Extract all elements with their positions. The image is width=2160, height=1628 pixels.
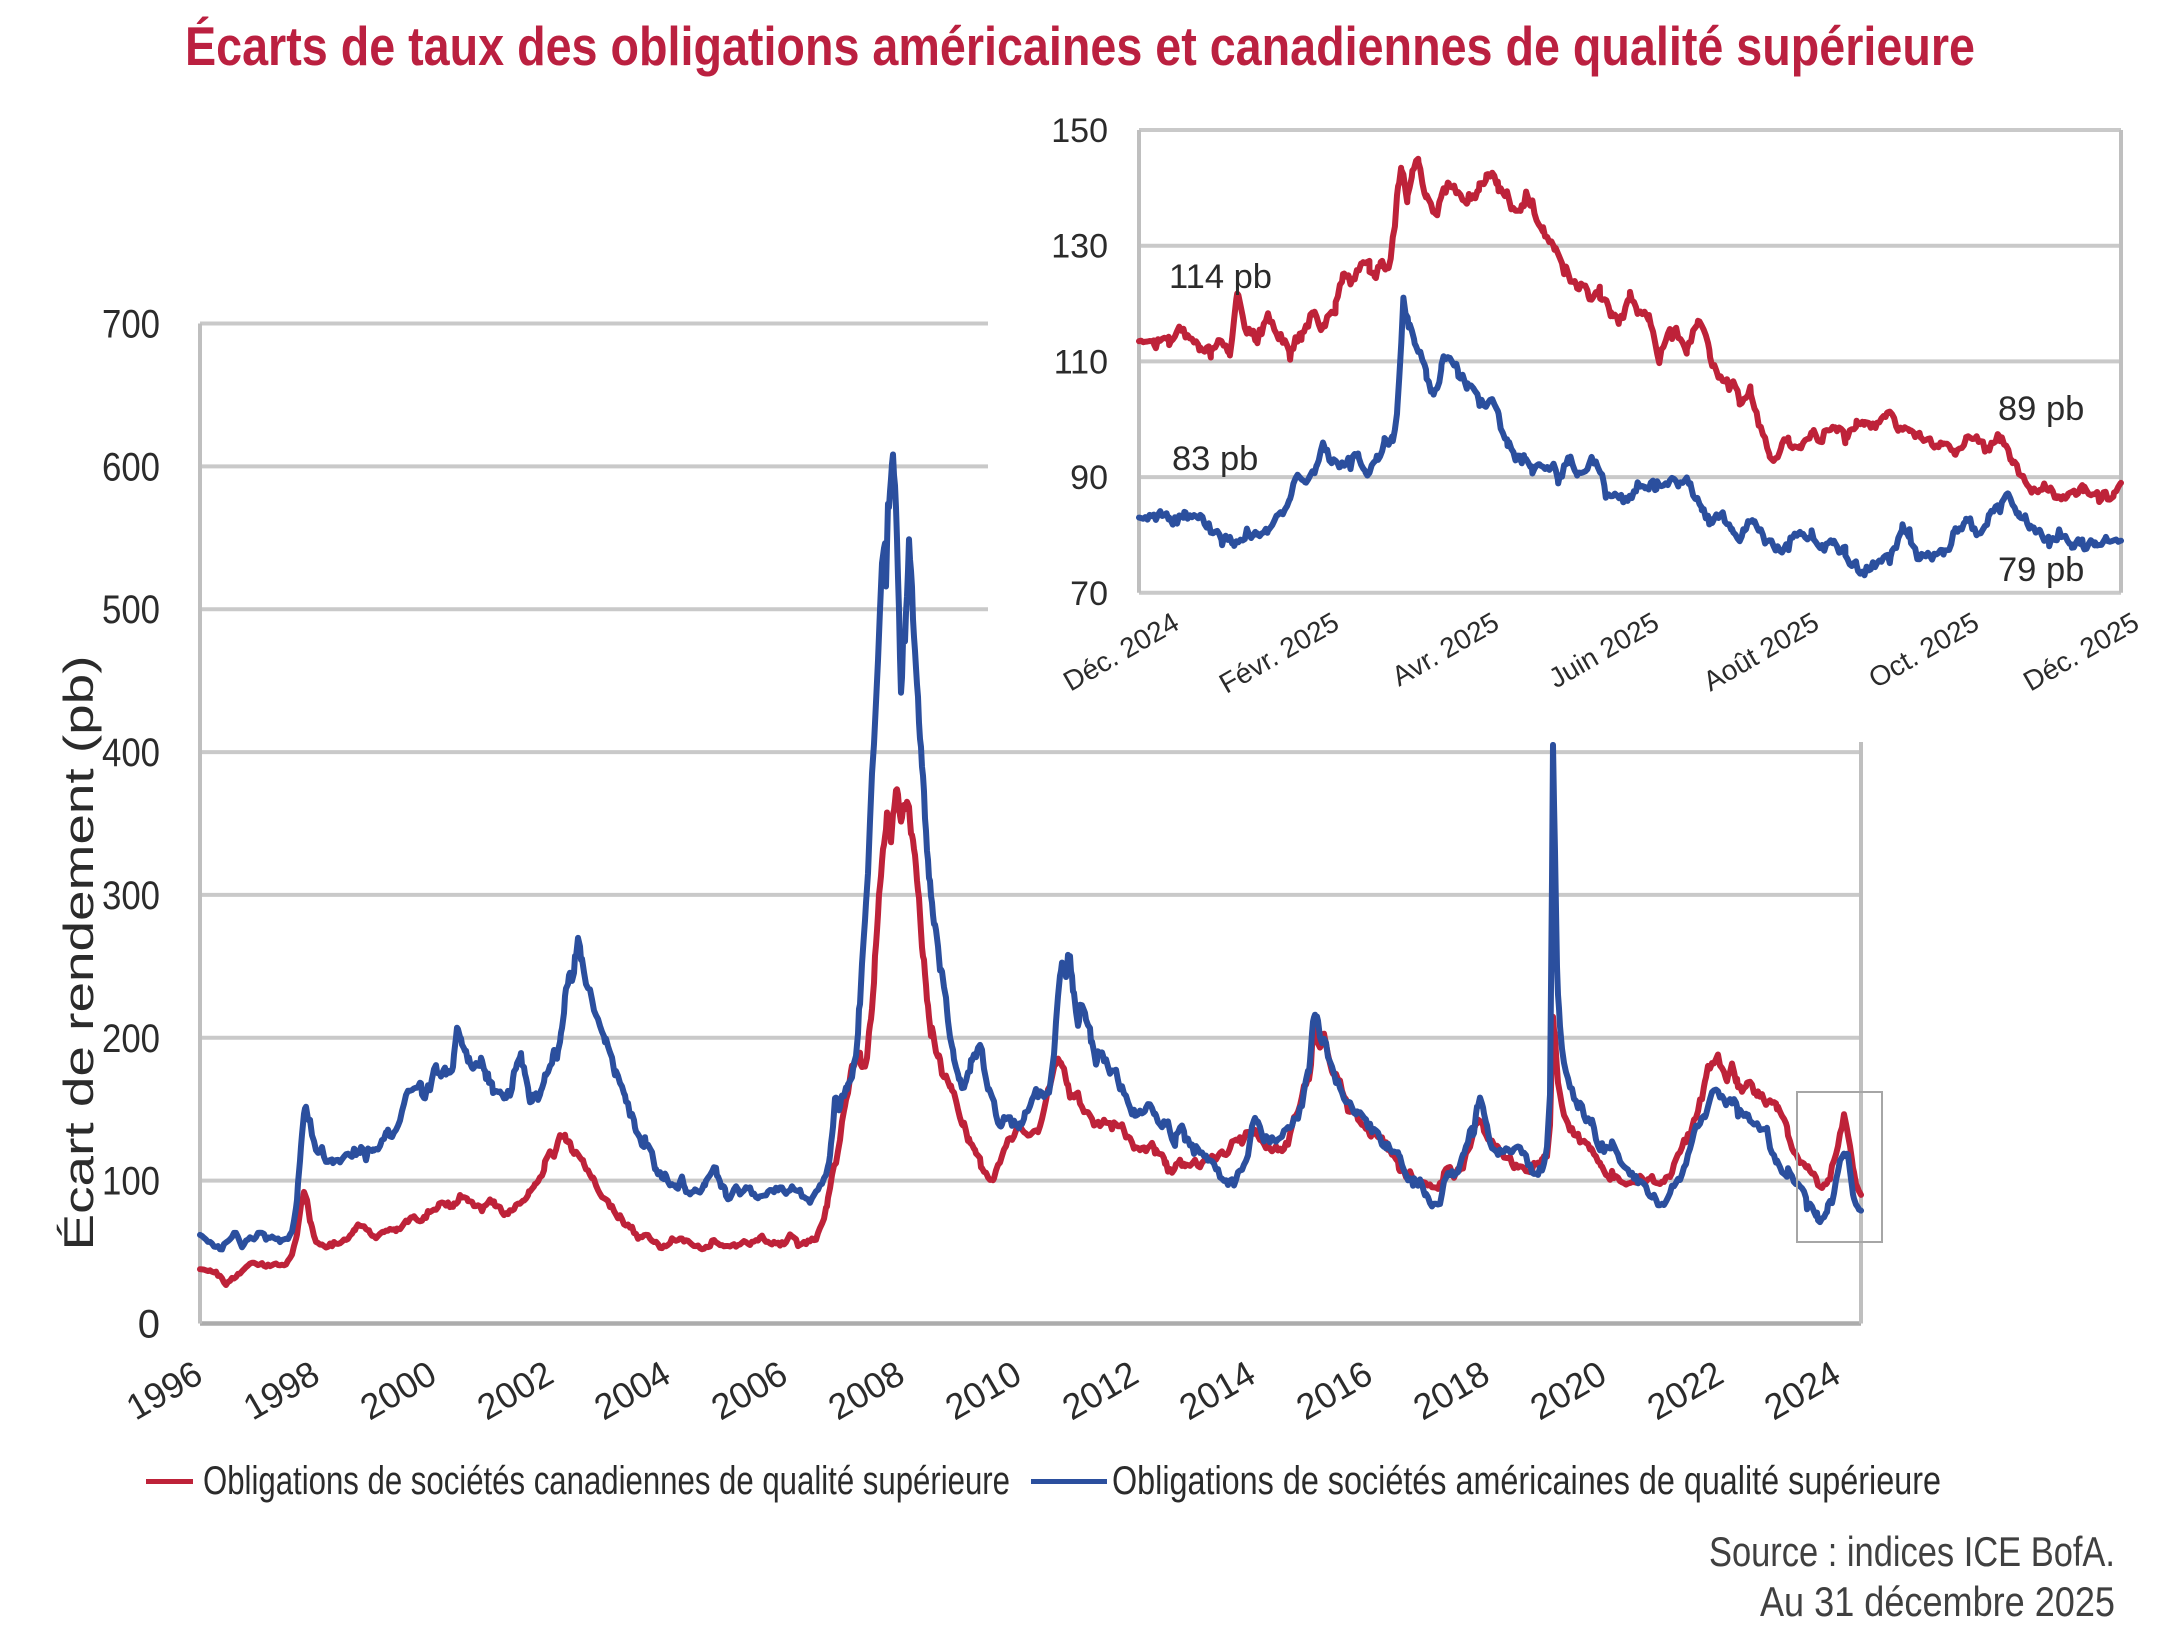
svg-text:83 pb: 83 pb — [1172, 440, 1258, 478]
svg-text:0: 0 — [138, 1303, 160, 1347]
svg-text:Écarts de taux des obligations: Écarts de taux des obligations américain… — [185, 15, 1975, 77]
svg-text:100: 100 — [102, 1160, 160, 1204]
svg-text:Obligations de sociétés canadi: Obligations de sociétés canadiennes de q… — [203, 1459, 1010, 1503]
svg-text:700: 700 — [102, 303, 160, 347]
svg-text:79 pb: 79 pb — [1998, 551, 2084, 589]
svg-text:600: 600 — [102, 445, 160, 489]
svg-text:500: 500 — [102, 588, 160, 632]
svg-text:130: 130 — [1051, 228, 1108, 266]
svg-text:200: 200 — [102, 1017, 160, 1061]
svg-text:Au 31 décembre 2025: Au 31 décembre 2025 — [1760, 1578, 2115, 1625]
svg-text:300: 300 — [102, 874, 160, 918]
svg-text:89 pb: 89 pb — [1998, 390, 2084, 428]
svg-text:Écart de rendement (pb): Écart de rendement (pb) — [55, 656, 102, 1251]
svg-text:114 pb: 114 pb — [1169, 258, 1272, 296]
svg-text:Source : indices ICE BofA.: Source : indices ICE BofA. — [1709, 1528, 2115, 1575]
svg-text:150: 150 — [1051, 112, 1108, 150]
svg-text:110: 110 — [1054, 343, 1108, 381]
svg-text:70: 70 — [1070, 575, 1108, 613]
svg-text:400: 400 — [102, 731, 160, 775]
svg-text:90: 90 — [1070, 459, 1108, 497]
svg-text:Obligations de sociétés améric: Obligations de sociétés américaines de q… — [1112, 1459, 1941, 1503]
